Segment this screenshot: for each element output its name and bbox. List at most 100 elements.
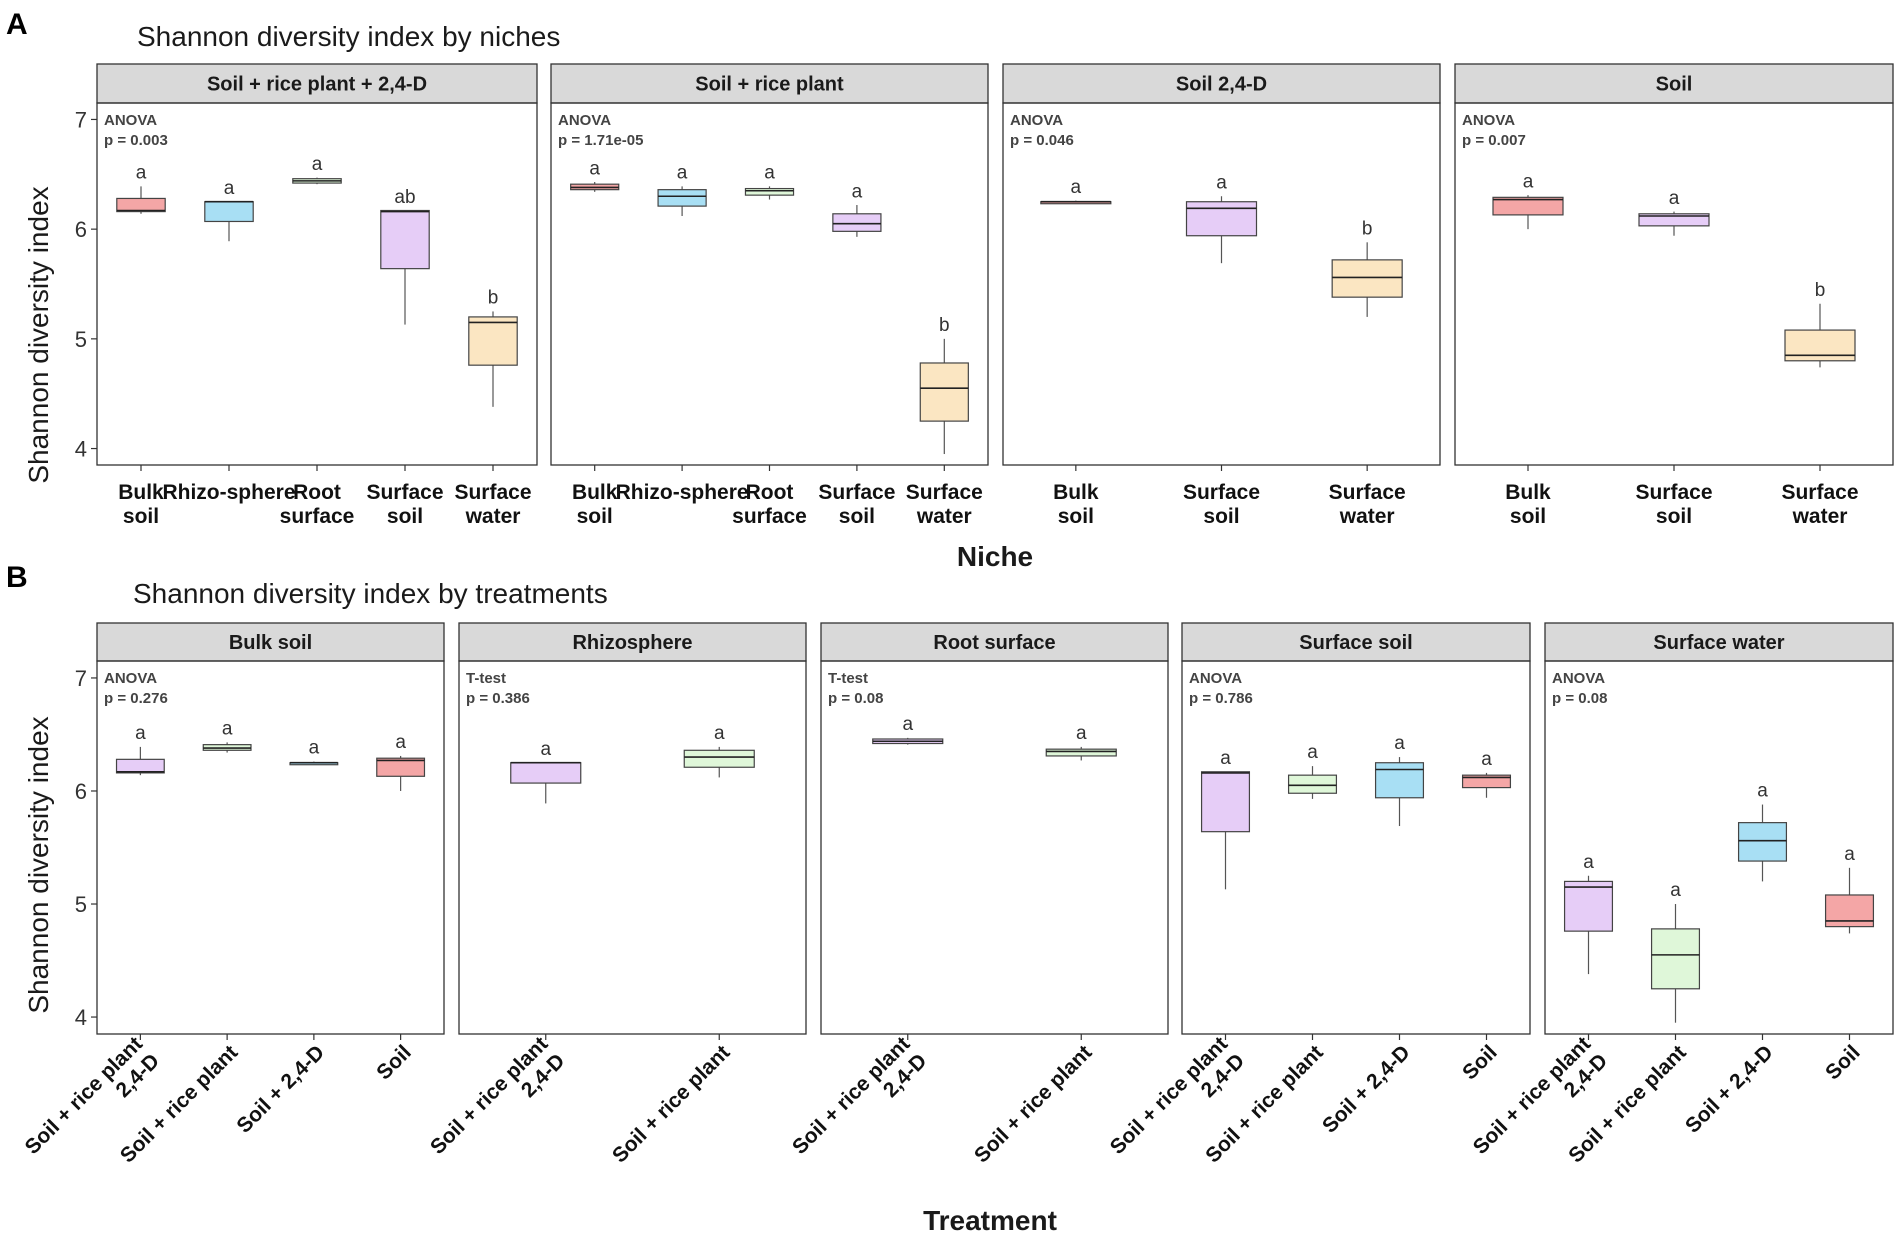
x-tick-label: Root surface	[732, 481, 807, 528]
y-tick-label: 6	[75, 779, 87, 804]
significance-letter: b	[1362, 219, 1373, 240]
significance-letter: a	[1583, 852, 1594, 873]
x-tick-label-line: Surface	[1329, 481, 1406, 504]
box-rhizo-sphere	[204, 201, 254, 223]
x-tick-label-line: Bulk	[1505, 481, 1551, 504]
x-tick-label: Soil + 2,4-D	[1318, 1041, 1415, 1138]
x-tick-label-line: Soil	[372, 1041, 415, 1084]
box-soil-rice-plant	[1287, 774, 1338, 794]
y-tick-label: 5	[75, 892, 87, 917]
x-tick-label-line: water	[1339, 505, 1395, 528]
x-tick-label: Surface soil	[1183, 481, 1260, 528]
significance-letter: a	[1844, 844, 1855, 865]
box-soil-2-4-d	[1374, 762, 1425, 799]
x-tick-label-line: Surface	[454, 481, 531, 504]
facet-panel-root-surface	[820, 660, 1169, 1035]
significance-letter: a	[902, 714, 913, 735]
x-tick-label: Bulk soil	[1505, 481, 1551, 528]
x-tick-label: Surface soil	[366, 481, 443, 528]
x-tick-label-line: soil	[1203, 505, 1239, 528]
x-tick-label-line: soil	[839, 505, 875, 528]
p-value-label: p = 0.003	[104, 132, 168, 149]
facet-strip-label: Soil + rice plant	[695, 74, 844, 96]
x-tick-label-line: Soil + rice plant	[608, 1041, 734, 1167]
x-tick-label-line: soil	[1058, 505, 1094, 528]
x-tick-label-line: Surface	[1781, 481, 1858, 504]
y-tick-label: 7	[75, 666, 87, 691]
significance-letter: a	[312, 154, 323, 175]
significance-letter: a	[764, 163, 775, 184]
chart-title-treatments: Shannon diversity index by treatments	[133, 578, 608, 609]
significance-letter: a	[222, 718, 233, 739]
box-bulk-soil	[116, 197, 166, 213]
x-tick-label: Surface soil	[818, 481, 895, 528]
x-tick-label-line: surface	[732, 505, 807, 528]
x-tick-label: Rhizo-sphere	[162, 481, 295, 504]
x-tick-label: Surface water	[1781, 481, 1858, 528]
facet-panel-soil	[1454, 102, 1894, 466]
significance-letter: a	[1523, 171, 1534, 192]
facet-panel-surface-water	[1544, 660, 1894, 1035]
box-surface-soil	[832, 213, 882, 232]
box-surface-water	[468, 316, 518, 366]
test-label: T-test	[466, 670, 506, 687]
significance-letter: a	[224, 178, 235, 199]
box-surface-soil	[1185, 201, 1258, 237]
x-tick-label-line: Rhizo-sphere	[162, 481, 295, 504]
y-axis-title-niches: Shannon diversity index	[23, 186, 54, 483]
x-tick-label-line: soil	[1510, 505, 1546, 528]
x-tick-label: Root surface	[280, 481, 355, 528]
x-tick-label: Surface water	[454, 481, 531, 528]
p-value-label: p = 0.08	[828, 690, 883, 707]
facet-panel-surface-soil	[1181, 660, 1531, 1035]
x-tick-label-line: Root	[746, 481, 794, 504]
x-tick-label-line: Bulk	[118, 481, 164, 504]
x-tick-label-line: Surface	[1183, 481, 1260, 504]
test-label: ANOVA	[1189, 670, 1242, 687]
facet-strip-surface-soil	[1181, 622, 1531, 662]
box-soil	[376, 757, 426, 777]
significance-letter: ab	[394, 187, 415, 208]
facet-strip-label: Surface water	[1653, 632, 1784, 654]
panel-label-a: A	[6, 8, 28, 41]
significance-letter: a	[136, 163, 147, 184]
x-tick-label: Soil + rice plant	[970, 1041, 1096, 1167]
significance-letter: a	[309, 738, 320, 759]
test-label: ANOVA	[1462, 112, 1515, 129]
facet-strip-label: Soil 2,4-D	[1176, 74, 1267, 96]
facet-strip-soil-rice-plant-2-4-d	[96, 63, 538, 104]
significance-letter: b	[488, 288, 499, 309]
significance-letter: a	[1220, 748, 1231, 769]
p-value-label: p = 0.786	[1189, 690, 1253, 707]
facet-strip-rhizosphere	[458, 622, 807, 662]
facet-panel-rhizosphere	[458, 660, 807, 1035]
y-tick-label: 7	[75, 107, 87, 132]
x-tick-label: Surface water	[1329, 481, 1406, 528]
significance-letter: a	[1669, 188, 1680, 209]
x-tick-label-line: Surface	[818, 481, 895, 504]
facet-strip-soil-rice-plant	[550, 63, 989, 104]
x-tick-label: Bulk soil	[118, 481, 164, 528]
chart-title-niches: Shannon diversity index by niches	[137, 21, 560, 52]
x-tick-label-line: Soil + rice plant	[970, 1041, 1096, 1167]
significance-letter: a	[395, 732, 406, 753]
x-tick-label: Soil + 2,4-D	[232, 1041, 329, 1138]
test-label: ANOVA	[104, 112, 157, 129]
x-tick-label-line: Surface	[906, 481, 983, 504]
x-tick-label-line: Soil + 2,4-D	[1318, 1041, 1415, 1138]
facet-strip-label: Rhizosphere	[572, 632, 692, 654]
facet-strip-soil	[1454, 63, 1894, 104]
chart-treatments: Shannon diversity index by treatments Sh…	[21, 578, 1894, 1236]
p-value-label: p = 1.71e-05	[558, 132, 643, 149]
x-tick-label: Soil	[1821, 1041, 1864, 1084]
x-tick-label: Surface soil	[1635, 481, 1712, 528]
box-soil-rice-plant-2-4-d	[1200, 771, 1251, 833]
box-soil-rice-plant-2-4-d	[115, 758, 165, 774]
p-value-label: p = 0.007	[1462, 132, 1526, 149]
y-axis-title-treatments: Shannon diversity index	[23, 716, 54, 1013]
significance-letter: a	[589, 158, 600, 179]
facet-strip-label: Soil	[1656, 74, 1693, 96]
significance-letter: b	[939, 315, 950, 336]
x-tick-label-line: water	[916, 505, 972, 528]
x-tick-label-line: soil	[577, 505, 613, 528]
